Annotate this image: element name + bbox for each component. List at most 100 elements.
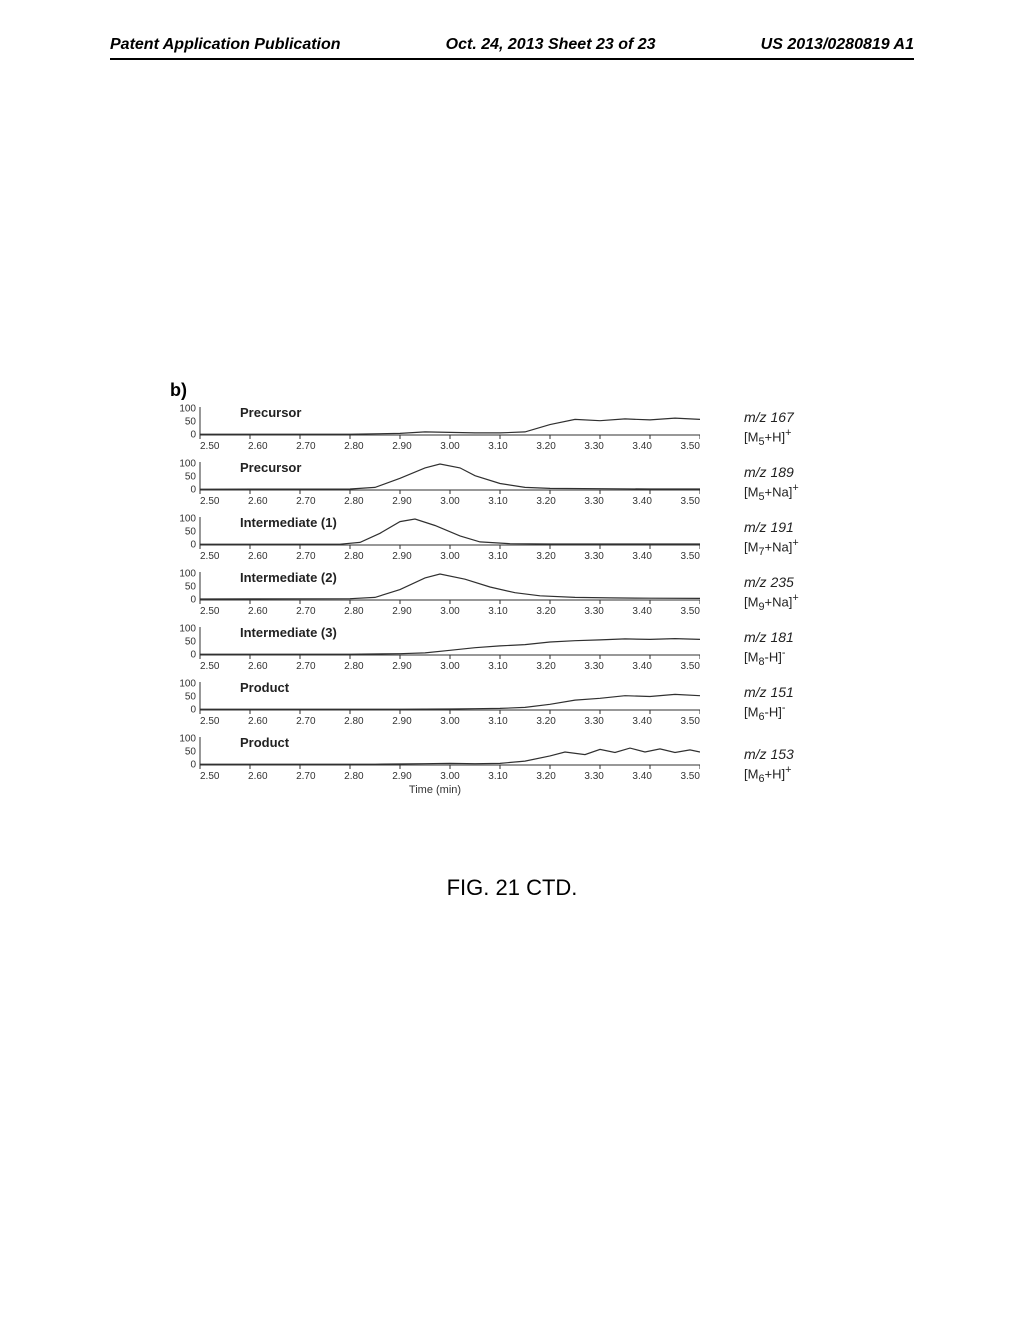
x-tick-label: 3.20 (536, 661, 555, 672)
mz-label: m/z 153 (744, 746, 850, 762)
trace-annotation: m/z 189 [M5+Na]+ (730, 464, 850, 503)
x-tick-label: 3.30 (584, 551, 603, 562)
x-tick-label: 3.40 (632, 551, 651, 562)
x-tick-label: 3.20 (536, 441, 555, 452)
x-tick-label: 3.00 (440, 496, 459, 507)
x-tick-label: 2.60 (248, 716, 267, 727)
mz-label: m/z 151 (744, 684, 850, 700)
x-tick-label: 3.50 (680, 661, 699, 672)
chart-title: Intermediate (1) (240, 515, 337, 530)
chart-title: Intermediate (2) (240, 570, 337, 585)
x-tick-label: 3.30 (584, 771, 603, 782)
mz-label: m/z 167 (744, 409, 850, 425)
page-header: Patent Application Publication Oct. 24, … (0, 36, 1024, 54)
x-tick-label: 2.80 (344, 551, 363, 562)
y-tick-label: 100 (179, 679, 196, 690)
y-tick-label: 0 (190, 540, 196, 551)
y-tick-label: 0 (190, 595, 196, 606)
x-tick-label: 2.60 (248, 771, 267, 782)
x-ticks: 2.502.602.702.802.903.003.103.203.303.40… (170, 661, 700, 672)
x-tick-label: 3.50 (680, 716, 699, 727)
chart-title: Product (240, 680, 289, 695)
x-tick-label: 2.80 (344, 771, 363, 782)
x-tick-label: 3.30 (584, 606, 603, 617)
y-tick-label: 100 (179, 404, 196, 415)
x-tick-label: 2.60 (248, 441, 267, 452)
y-ticks: 100500 (170, 735, 196, 773)
chart-block: Product1005002.502.602.702.802.903.003.1… (170, 680, 730, 727)
x-tick-label: 3.30 (584, 441, 603, 452)
x-tick-label: 2.90 (392, 441, 411, 452)
x-tick-label: 3.00 (440, 441, 459, 452)
y-ticks: 100500 (170, 625, 196, 663)
x-tick-label: 2.70 (296, 661, 315, 672)
ion-label: [M8-H]- (744, 647, 850, 668)
y-tick-label: 100 (179, 514, 196, 525)
chart-title: Product (240, 735, 289, 750)
chart-block: Precursor1005002.502.602.702.802.903.003… (170, 460, 730, 507)
chart-row: Intermediate (2)1005002.502.602.702.802.… (170, 570, 870, 617)
y-tick-label: 50 (185, 637, 196, 648)
trace-annotation: m/z 235 [M9+Na]+ (730, 574, 850, 613)
ion-label: [M5+Na]+ (744, 482, 850, 503)
x-ticks: 2.502.602.702.802.903.003.103.203.303.40… (170, 716, 700, 727)
x-tick-label: 3.20 (536, 496, 555, 507)
x-tick-label: 2.90 (392, 771, 411, 782)
ion-label: [M9+Na]+ (744, 592, 850, 613)
x-tick-label: 2.50 (200, 551, 219, 562)
x-tick-label: 3.00 (440, 551, 459, 562)
x-tick-label: 3.40 (632, 771, 651, 782)
x-tick-label: 3.10 (488, 606, 507, 617)
x-tick-label: 3.00 (440, 606, 459, 617)
x-tick-label: 2.80 (344, 606, 363, 617)
mz-label: m/z 189 (744, 464, 850, 480)
x-tick-label: 2.70 (296, 496, 315, 507)
x-axis-label: Time (min) (170, 784, 700, 796)
x-tick-label: 2.50 (200, 771, 219, 782)
x-tick-label: 3.50 (680, 606, 699, 617)
ion-label: [M5+H]+ (744, 427, 850, 448)
mz-label: m/z 235 (744, 574, 850, 590)
chart-row: Intermediate (3)1005002.502.602.702.802.… (170, 625, 870, 672)
header-left: Patent Application Publication (110, 36, 341, 54)
header-center: Oct. 24, 2013 Sheet 23 of 23 (446, 36, 656, 54)
x-tick-label: 2.70 (296, 716, 315, 727)
trace-annotation: m/z 191[M7+Na]+ (730, 519, 850, 558)
chart-title: Precursor (240, 405, 301, 420)
x-tick-label: 2.60 (248, 661, 267, 672)
figure-panel-b: b) Precursor1005002.502.602.702.802.903.… (170, 380, 870, 804)
trace-line (200, 694, 700, 709)
y-tick-label: 50 (185, 747, 196, 758)
y-tick-label: 50 (185, 527, 196, 538)
chart-block: Product1005002.502.602.702.802.903.003.1… (170, 735, 730, 796)
y-tick-label: 100 (179, 459, 196, 470)
y-tick-label: 100 (179, 624, 196, 635)
header-right: US 2013/0280819 A1 (761, 36, 914, 54)
chart-block: Precursor1005002.502.602.702.802.903.003… (170, 405, 730, 452)
x-tick-label: 3.10 (488, 496, 507, 507)
x-tick-label: 3.40 (632, 716, 651, 727)
x-tick-label: 3.30 (584, 496, 603, 507)
x-ticks: 2.502.602.702.802.903.003.103.203.303.40… (170, 771, 700, 782)
trace-annotation: m/z 153 [M6+H]+ (730, 746, 850, 785)
panel-label: b) (170, 380, 870, 401)
x-tick-label: 2.80 (344, 496, 363, 507)
x-tick-label: 3.20 (536, 716, 555, 727)
ion-label: [M6-H]- (744, 702, 850, 723)
x-tick-label: 3.30 (584, 661, 603, 672)
x-tick-label: 3.10 (488, 661, 507, 672)
x-tick-label: 3.30 (584, 716, 603, 727)
y-ticks: 100500 (170, 570, 196, 608)
x-tick-label: 2.90 (392, 496, 411, 507)
y-tick-label: 50 (185, 692, 196, 703)
x-tick-label: 3.40 (632, 606, 651, 617)
ion-label: [M6+H]+ (744, 764, 850, 785)
y-tick-label: 50 (185, 472, 196, 483)
y-tick-label: 100 (179, 734, 196, 745)
x-tick-label: 2.90 (392, 661, 411, 672)
chart-block: Intermediate (1)1005002.502.602.702.802.… (170, 515, 730, 562)
x-tick-label: 3.50 (680, 771, 699, 782)
chart-block: Intermediate (3)1005002.502.602.702.802.… (170, 625, 730, 672)
x-tick-label: 3.10 (488, 771, 507, 782)
x-tick-label: 2.50 (200, 496, 219, 507)
